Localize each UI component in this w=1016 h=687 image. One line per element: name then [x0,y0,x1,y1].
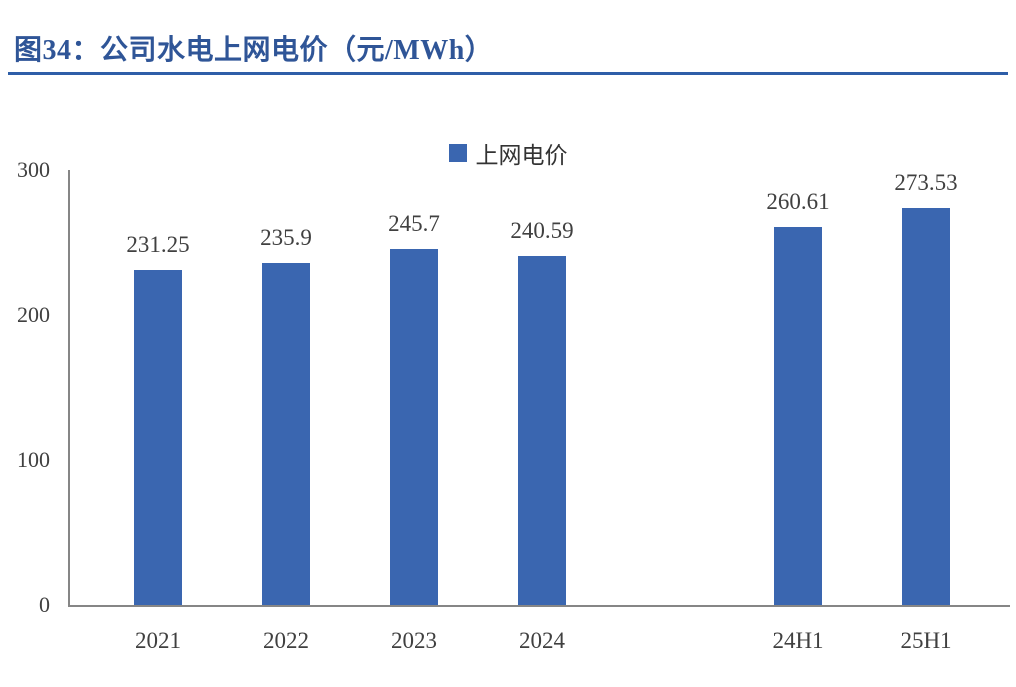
bar-value-label: 260.61 [766,189,830,215]
chart-legend: 上网电价 [0,136,1016,170]
bar-2022 [262,262,310,605]
bar-value-label: 273.53 [894,170,958,196]
bar-value-label: 235.9 [260,224,312,250]
bar-2021 [134,269,182,605]
x-tick-label: 2023 [391,628,437,653]
y-tick-label: 0 [39,592,50,617]
y-tick-label: 200 [17,302,50,327]
bar-value-label: 245.7 [388,210,440,236]
x-tick-label: 2024 [519,628,565,653]
x-tick-label: 24H1 [772,628,824,653]
plot-area: 231.25 2021 235.9 2022 245.7 2023 240.59 2024 26… [68,170,1010,653]
legend-label: 上网电价 [475,143,568,168]
bar-2024 [518,256,566,605]
x-tick-label: 2022 [263,628,309,653]
legend-swatch-icon [448,144,467,162]
bar-value-label: 231.25 [126,231,190,257]
title-rule [8,72,1008,75]
y-tick-label: 300 [17,157,50,182]
x-tick-label: 25H1 [900,628,952,653]
bar-24H1 [774,227,822,605]
bar-value-label: 240.59 [510,218,574,244]
x-tick-label: 2021 [135,628,181,653]
figure-title: 图34：公司水电上网电价（元/MWh） [14,35,494,66]
bar-2023 [390,248,438,605]
y-tick-label: 100 [17,447,50,472]
bar-25H1 [902,208,950,605]
y-axis: 0 100 200 300 [0,157,58,617]
